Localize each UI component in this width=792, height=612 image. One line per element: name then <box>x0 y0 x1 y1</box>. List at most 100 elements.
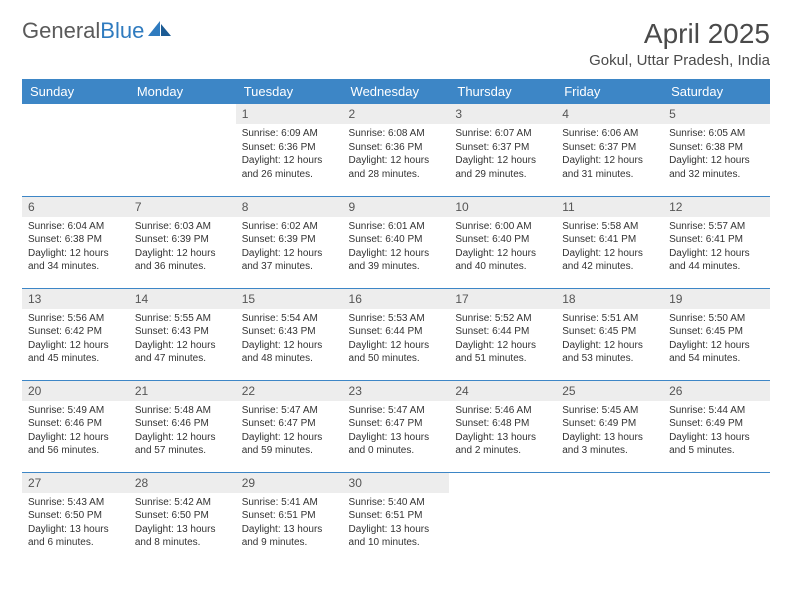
daylight-text: Daylight: 12 hours and 48 minutes. <box>242 339 337 366</box>
daylight-text: Daylight: 12 hours and 32 minutes. <box>669 154 764 181</box>
sunrise-text: Sunrise: 5:45 AM <box>562 404 657 418</box>
day-details: Sunrise: 5:53 AMSunset: 6:44 PMDaylight:… <box>343 309 450 372</box>
weekday-header: Friday <box>556 79 663 104</box>
daylight-text: Daylight: 12 hours and 47 minutes. <box>135 339 230 366</box>
calendar-table: SundayMondayTuesdayWednesdayThursdayFrid… <box>22 79 770 564</box>
weekday-header: Wednesday <box>343 79 450 104</box>
daylight-text: Daylight: 12 hours and 34 minutes. <box>28 247 123 274</box>
day-number: 2 <box>343 104 450 124</box>
daylight-text: Daylight: 12 hours and 45 minutes. <box>28 339 123 366</box>
weekday-header: Thursday <box>449 79 556 104</box>
daylight-text: Daylight: 13 hours and 3 minutes. <box>562 431 657 458</box>
sunrise-text: Sunrise: 6:07 AM <box>455 127 550 141</box>
sunset-text: Sunset: 6:47 PM <box>349 417 444 431</box>
daylight-text: Daylight: 13 hours and 10 minutes. <box>349 523 444 550</box>
sunrise-text: Sunrise: 5:43 AM <box>28 496 123 510</box>
day-cell: 7Sunrise: 6:03 AMSunset: 6:39 PMDaylight… <box>129 196 236 288</box>
day-number: 20 <box>22 381 129 401</box>
sunset-text: Sunset: 6:44 PM <box>349 325 444 339</box>
sunrise-text: Sunrise: 5:44 AM <box>669 404 764 418</box>
sunset-text: Sunset: 6:50 PM <box>135 509 230 523</box>
sunrise-text: Sunrise: 5:58 AM <box>562 220 657 234</box>
day-number: 25 <box>556 381 663 401</box>
day-details: Sunrise: 5:52 AMSunset: 6:44 PMDaylight:… <box>449 309 556 372</box>
day-number: 5 <box>663 104 770 124</box>
daylight-text: Daylight: 13 hours and 0 minutes. <box>349 431 444 458</box>
sunset-text: Sunset: 6:39 PM <box>242 233 337 247</box>
weekday-header-row: SundayMondayTuesdayWednesdayThursdayFrid… <box>22 79 770 104</box>
day-number: 24 <box>449 381 556 401</box>
day-details: Sunrise: 6:09 AMSunset: 6:36 PMDaylight:… <box>236 124 343 187</box>
daylight-text: Daylight: 12 hours and 37 minutes. <box>242 247 337 274</box>
sunset-text: Sunset: 6:42 PM <box>28 325 123 339</box>
sunset-text: Sunset: 6:46 PM <box>28 417 123 431</box>
sunrise-text: Sunrise: 5:41 AM <box>242 496 337 510</box>
day-cell: 19Sunrise: 5:50 AMSunset: 6:45 PMDayligh… <box>663 288 770 380</box>
empty-cell <box>449 472 556 564</box>
sunrise-text: Sunrise: 5:47 AM <box>242 404 337 418</box>
day-details: Sunrise: 5:42 AMSunset: 6:50 PMDaylight:… <box>129 493 236 556</box>
sunset-text: Sunset: 6:36 PM <box>242 141 337 155</box>
sunrise-text: Sunrise: 5:46 AM <box>455 404 550 418</box>
sunset-text: Sunset: 6:47 PM <box>242 417 337 431</box>
day-details: Sunrise: 5:46 AMSunset: 6:48 PMDaylight:… <box>449 401 556 464</box>
day-cell: 9Sunrise: 6:01 AMSunset: 6:40 PMDaylight… <box>343 196 450 288</box>
sunset-text: Sunset: 6:38 PM <box>28 233 123 247</box>
sunset-text: Sunset: 6:51 PM <box>349 509 444 523</box>
day-number: 10 <box>449 197 556 217</box>
day-cell: 14Sunrise: 5:55 AMSunset: 6:43 PMDayligh… <box>129 288 236 380</box>
sunset-text: Sunset: 6:48 PM <box>455 417 550 431</box>
sunrise-text: Sunrise: 5:42 AM <box>135 496 230 510</box>
daylight-text: Daylight: 12 hours and 51 minutes. <box>455 339 550 366</box>
day-number: 23 <box>343 381 450 401</box>
day-details: Sunrise: 5:55 AMSunset: 6:43 PMDaylight:… <box>129 309 236 372</box>
sunrise-text: Sunrise: 5:52 AM <box>455 312 550 326</box>
sunrise-text: Sunrise: 5:47 AM <box>349 404 444 418</box>
day-cell: 28Sunrise: 5:42 AMSunset: 6:50 PMDayligh… <box>129 472 236 564</box>
logo-sail-icon <box>147 19 173 44</box>
weekday-header: Tuesday <box>236 79 343 104</box>
day-details: Sunrise: 6:05 AMSunset: 6:38 PMDaylight:… <box>663 124 770 187</box>
daylight-text: Daylight: 13 hours and 6 minutes. <box>28 523 123 550</box>
day-details: Sunrise: 6:08 AMSunset: 6:36 PMDaylight:… <box>343 124 450 187</box>
sunset-text: Sunset: 6:37 PM <box>455 141 550 155</box>
day-number: 13 <box>22 289 129 309</box>
calendar-row: 27Sunrise: 5:43 AMSunset: 6:50 PMDayligh… <box>22 472 770 564</box>
day-cell: 4Sunrise: 6:06 AMSunset: 6:37 PMDaylight… <box>556 104 663 196</box>
empty-cell <box>22 104 129 196</box>
sunrise-text: Sunrise: 6:05 AM <box>669 127 764 141</box>
day-details: Sunrise: 5:41 AMSunset: 6:51 PMDaylight:… <box>236 493 343 556</box>
sunrise-text: Sunrise: 5:48 AM <box>135 404 230 418</box>
empty-cell <box>663 472 770 564</box>
empty-cell <box>129 104 236 196</box>
sunrise-text: Sunrise: 5:40 AM <box>349 496 444 510</box>
logo-word2: Blue <box>100 18 144 43</box>
daylight-text: Daylight: 12 hours and 57 minutes. <box>135 431 230 458</box>
day-cell: 15Sunrise: 5:54 AMSunset: 6:43 PMDayligh… <box>236 288 343 380</box>
day-details: Sunrise: 5:43 AMSunset: 6:50 PMDaylight:… <box>22 493 129 556</box>
logo-word1: General <box>22 18 100 43</box>
day-number: 7 <box>129 197 236 217</box>
day-details: Sunrise: 6:01 AMSunset: 6:40 PMDaylight:… <box>343 217 450 280</box>
day-details: Sunrise: 6:00 AMSunset: 6:40 PMDaylight:… <box>449 217 556 280</box>
sunrise-text: Sunrise: 5:56 AM <box>28 312 123 326</box>
day-cell: 26Sunrise: 5:44 AMSunset: 6:49 PMDayligh… <box>663 380 770 472</box>
day-details: Sunrise: 5:51 AMSunset: 6:45 PMDaylight:… <box>556 309 663 372</box>
calendar-body: 1Sunrise: 6:09 AMSunset: 6:36 PMDaylight… <box>22 104 770 564</box>
header: GeneralBlue April 2025 Gokul, Uttar Prad… <box>22 18 770 69</box>
day-number: 26 <box>663 381 770 401</box>
daylight-text: Daylight: 12 hours and 53 minutes. <box>562 339 657 366</box>
day-details: Sunrise: 5:40 AMSunset: 6:51 PMDaylight:… <box>343 493 450 556</box>
sunset-text: Sunset: 6:38 PM <box>669 141 764 155</box>
page-title: April 2025 <box>589 18 770 50</box>
day-number: 27 <box>22 473 129 493</box>
weekday-header: Monday <box>129 79 236 104</box>
day-number: 19 <box>663 289 770 309</box>
sunset-text: Sunset: 6:40 PM <box>455 233 550 247</box>
daylight-text: Daylight: 12 hours and 42 minutes. <box>562 247 657 274</box>
day-number: 22 <box>236 381 343 401</box>
day-details: Sunrise: 5:54 AMSunset: 6:43 PMDaylight:… <box>236 309 343 372</box>
daylight-text: Daylight: 13 hours and 9 minutes. <box>242 523 337 550</box>
sunset-text: Sunset: 6:41 PM <box>669 233 764 247</box>
day-number: 16 <box>343 289 450 309</box>
